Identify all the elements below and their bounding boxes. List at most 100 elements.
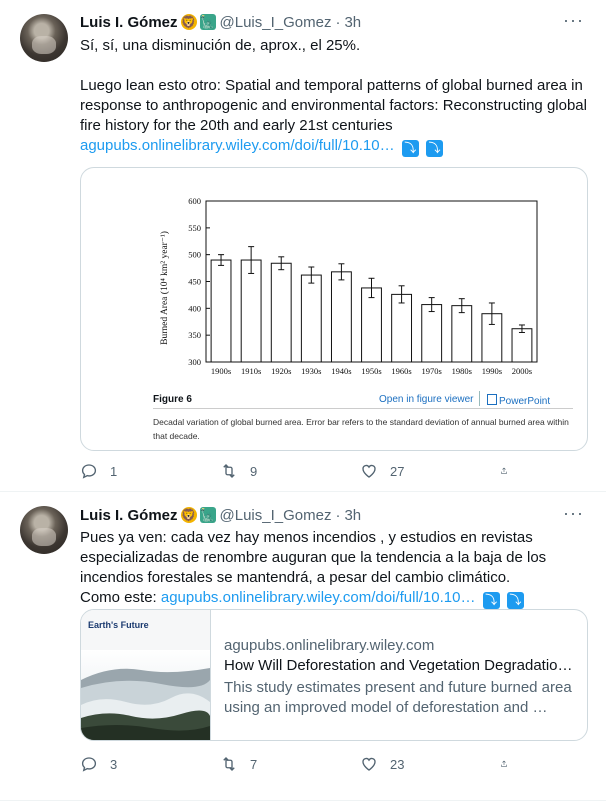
bar	[451, 305, 473, 363]
bar	[391, 293, 413, 363]
journal-logo: Earth's Future	[88, 620, 149, 630]
separator-dot: ·	[335, 506, 341, 524]
tweet[interactable]: Luis I. Gómez 🦁 🗽 @Luis_I_Gomez · 3h ···…	[0, 0, 606, 492]
tweet-actions: 1 9 27	[80, 461, 520, 481]
tweet-header: Luis I. Gómez 🦁 🗽 @Luis_I_Gomez · 3h	[80, 505, 361, 525]
more-options-icon[interactable]: ···	[563, 10, 584, 30]
x-tick-label: 1970s	[422, 366, 442, 376]
statue-of-liberty-emoji-icon: 🗽	[199, 14, 216, 30]
retweet-button[interactable]: 7	[220, 754, 316, 774]
heart-icon	[362, 464, 376, 478]
lion-emoji-icon: 🦁	[180, 507, 197, 523]
author-name[interactable]: Luis I. Gómez	[80, 506, 178, 524]
link-preview-card[interactable]: Earth's Future agupubs.onlinelibrary.wil…	[80, 609, 588, 741]
figure-caption: Decadal variation of global burned area.…	[153, 417, 569, 441]
reply-count: 1	[110, 463, 118, 479]
avatar[interactable]	[20, 14, 68, 62]
retweet-button[interactable]: 9	[220, 461, 316, 481]
x-tick-label: 1960s	[391, 366, 411, 376]
burned-area-bar-chart: Burned Area (10⁴ km² year⁻¹) 300 350 400 45…	[159, 196, 538, 376]
x-tick-label: 1920s	[271, 366, 291, 376]
more-options-icon[interactable]: ···	[563, 503, 584, 523]
lion-emoji-icon: 🦁	[180, 14, 197, 30]
avatar[interactable]	[20, 506, 68, 554]
x-tick-label: 1990s	[482, 366, 502, 376]
x-tick-label: 2000s	[512, 366, 532, 376]
tweet-link[interactable]: agupubs.onlinelibrary.wiley.com/doi/full…	[80, 137, 395, 154]
x-tick-label: 1930s	[301, 366, 321, 376]
tweet-link[interactable]: agupubs.onlinelibrary.wiley.com/doi/full…	[160, 589, 476, 606]
forest-landscape-image	[81, 650, 210, 740]
y-tick-label: 600	[188, 196, 201, 206]
arrow-down-emoji-icon: ⤵	[482, 592, 500, 609]
tweet-actions: 3 7 23	[80, 754, 520, 774]
bar	[330, 271, 352, 363]
x-tick-label: 1980s	[452, 366, 472, 376]
reply-icon	[81, 464, 97, 479]
like-count: 23	[390, 756, 405, 772]
x-tick-label: 1950s	[361, 366, 381, 376]
like-count: 27	[390, 463, 405, 479]
retweet-icon	[223, 464, 235, 478]
tweet-paragraph: Sí, sí, una disminución de, aprox., el 2…	[80, 37, 361, 54]
reply-button[interactable]: 1	[80, 461, 176, 481]
y-tick-label: 350	[188, 330, 201, 340]
bar	[511, 328, 533, 363]
reply-count: 3	[110, 756, 118, 772]
retweet-count: 9	[250, 463, 258, 479]
arrow-down-emoji-icon: ⤵	[425, 140, 443, 157]
tweet-text: Sí, sí, una disminución de, aprox., el 2…	[80, 36, 590, 157]
link-title: How Will Deforestation and Vegetation De…	[224, 657, 574, 674]
share-button[interactable]	[500, 754, 520, 774]
y-tick-label: 550	[188, 223, 201, 233]
bar	[361, 287, 382, 363]
share-icon	[501, 760, 507, 767]
y-tick-label: 450	[188, 277, 201, 287]
statue-of-liberty-emoji-icon: 🗽	[199, 507, 216, 523]
bar	[240, 259, 262, 363]
divider	[479, 391, 480, 406]
retweet-count: 7	[250, 756, 258, 772]
open-in-figure-viewer-link[interactable]: Open in figure viewer	[379, 394, 474, 405]
figure-image-card[interactable]: Burned Area (10⁴ km² year⁻¹) 300 350 400 45…	[80, 167, 588, 451]
like-button[interactable]: 27	[360, 461, 456, 481]
timestamp[interactable]: 3h	[344, 506, 362, 524]
tweet-text: Pues ya ven: cada vez hay menos incendio…	[80, 528, 590, 609]
y-tick-label: 300	[188, 357, 201, 367]
link-preview-thumbnail: Earth's Future	[81, 610, 211, 740]
arrow-down-emoji-icon: ⤵	[401, 140, 419, 157]
separator-dot: ·	[335, 13, 341, 31]
link-description: This study estimates present and future …	[224, 679, 572, 716]
arrow-down-emoji-icon: ⤵	[506, 592, 524, 609]
share-icon	[501, 467, 507, 474]
divider	[153, 408, 573, 409]
author-handle[interactable]: @Luis_I_Gomez	[219, 13, 332, 31]
reply-icon	[81, 757, 97, 772]
figure-label: Figure 6	[153, 394, 192, 405]
tweet[interactable]: Luis I. Gómez 🦁 🗽 @Luis_I_Gomez · 3h ···…	[0, 492, 606, 801]
x-tick-label: 1900s	[211, 366, 231, 376]
bar	[300, 274, 322, 363]
bar	[270, 262, 292, 363]
retweet-icon	[223, 757, 235, 771]
powerpoint-label: PowerPoint	[499, 396, 551, 407]
share-button[interactable]	[500, 461, 520, 481]
heart-icon	[362, 757, 376, 771]
x-tick-label: 1910s	[241, 366, 261, 376]
y-tick-label: 400	[188, 303, 201, 313]
reply-button[interactable]: 3	[80, 754, 176, 774]
bar	[210, 259, 232, 363]
tweet-text-prefix: Como este:	[80, 589, 161, 606]
author-handle[interactable]: @Luis_I_Gomez	[219, 506, 332, 524]
x-tick-label: 1940s	[331, 366, 351, 376]
author-name[interactable]: Luis I. Gómez	[80, 13, 178, 31]
powerpoint-link[interactable]: PowerPoint	[487, 394, 550, 407]
bar	[421, 304, 443, 363]
timestamp[interactable]: 3h	[344, 13, 362, 31]
y-axis-label: Burned Area (10⁴ km² year⁻¹)	[159, 231, 170, 345]
tweet-paragraph: Pues ya ven: cada vez hay menos incendio…	[80, 529, 547, 586]
like-button[interactable]: 23	[360, 754, 456, 774]
document-icon	[487, 394, 497, 405]
tweet-header: Luis I. Gómez 🦁 🗽 @Luis_I_Gomez · 3h	[80, 12, 361, 32]
y-tick-label: 500	[188, 250, 201, 260]
